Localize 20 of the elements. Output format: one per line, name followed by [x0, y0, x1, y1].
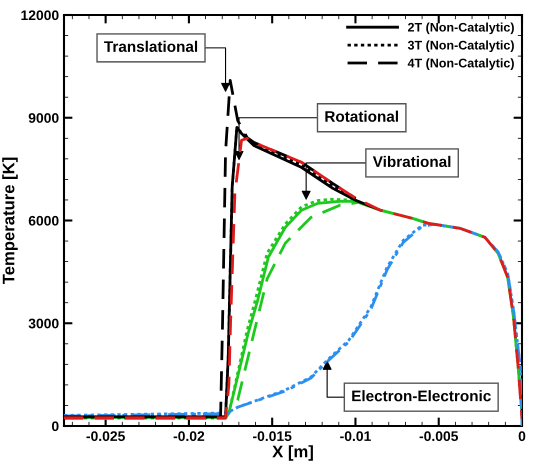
y-tick-label: 12000: [21, 10, 59, 20]
y-axis-title: Temperature [K]: [2, 158, 18, 284]
legend-label: 3T (Non-Catalytic): [408, 40, 514, 52]
annotation: Vibrational: [372, 156, 450, 168]
x-tick-label: 0: [518, 431, 526, 442]
x-tick-label: -0.01: [340, 431, 371, 442]
annotation: Electron-Electronic: [352, 390, 491, 402]
x-tick-label: -0.015: [253, 431, 292, 442]
y-tick-label: 9000: [28, 113, 59, 123]
x-axis-title: X [m]: [272, 445, 313, 461]
y-tick-label: 6000: [28, 216, 59, 226]
x-tick-label: -0.005: [420, 431, 458, 442]
legend-label: 2T (Non-Catalytic): [408, 22, 514, 34]
y-tick-label: 0: [52, 421, 59, 432]
annotation: Translational: [104, 40, 198, 52]
legend-label: 4T (Non-Catalytic): [408, 58, 514, 70]
x-tick-label: -0.025: [86, 431, 125, 442]
annotation: Rotational: [325, 110, 398, 122]
y-tick-label: 3000: [28, 318, 59, 328]
x-tick-label: -0.02: [174, 431, 204, 442]
